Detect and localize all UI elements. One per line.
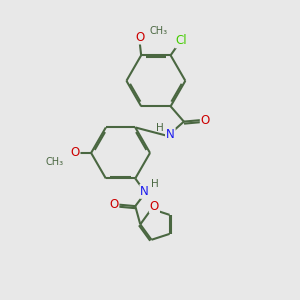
Text: H: H: [156, 123, 164, 133]
Text: N: N: [140, 185, 149, 198]
Text: O: O: [201, 114, 210, 127]
Text: O: O: [135, 31, 144, 44]
Text: O: O: [109, 198, 119, 211]
Text: N: N: [166, 128, 175, 141]
Text: H: H: [151, 179, 159, 189]
Text: CH₃: CH₃: [45, 158, 63, 167]
Text: O: O: [70, 146, 80, 159]
Text: CH₃: CH₃: [150, 26, 168, 36]
Text: O: O: [150, 200, 159, 212]
Text: Cl: Cl: [176, 34, 187, 47]
